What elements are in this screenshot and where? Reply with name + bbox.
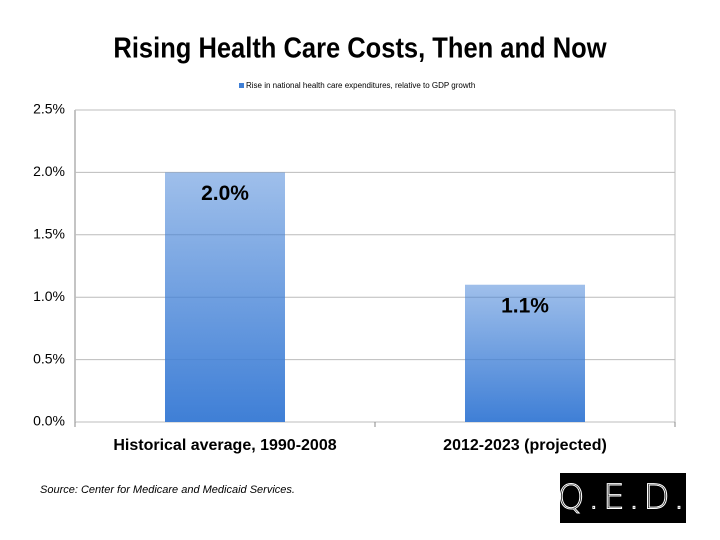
x-tick-label: 2012-2023 (projected) (443, 437, 607, 454)
y-tick-label: 2.0% (33, 163, 65, 179)
y-tick-label: 0.5% (33, 350, 65, 366)
y-tick-label: 1.0% (33, 288, 65, 304)
y-tick-label: 2.5% (33, 101, 65, 117)
bar (165, 172, 285, 422)
value-label: 2.0% (201, 182, 249, 205)
legend-label: Rise in national health care expenditure… (246, 81, 475, 90)
bar (465, 284, 585, 422)
source-note: Source: Center for Medicare and Medicaid… (40, 484, 295, 496)
logo: Q.E.D. (558, 478, 689, 518)
chart-title: Rising Health Care Costs, Then and Now (113, 31, 607, 64)
y-tick-label: 0.0% (33, 413, 65, 429)
value-label: 1.1% (501, 294, 549, 317)
legend-swatch (239, 83, 244, 88)
x-tick-label: Historical average, 1990-2008 (113, 437, 336, 454)
logo-box (560, 473, 686, 523)
y-tick-label: 1.5% (33, 226, 65, 242)
